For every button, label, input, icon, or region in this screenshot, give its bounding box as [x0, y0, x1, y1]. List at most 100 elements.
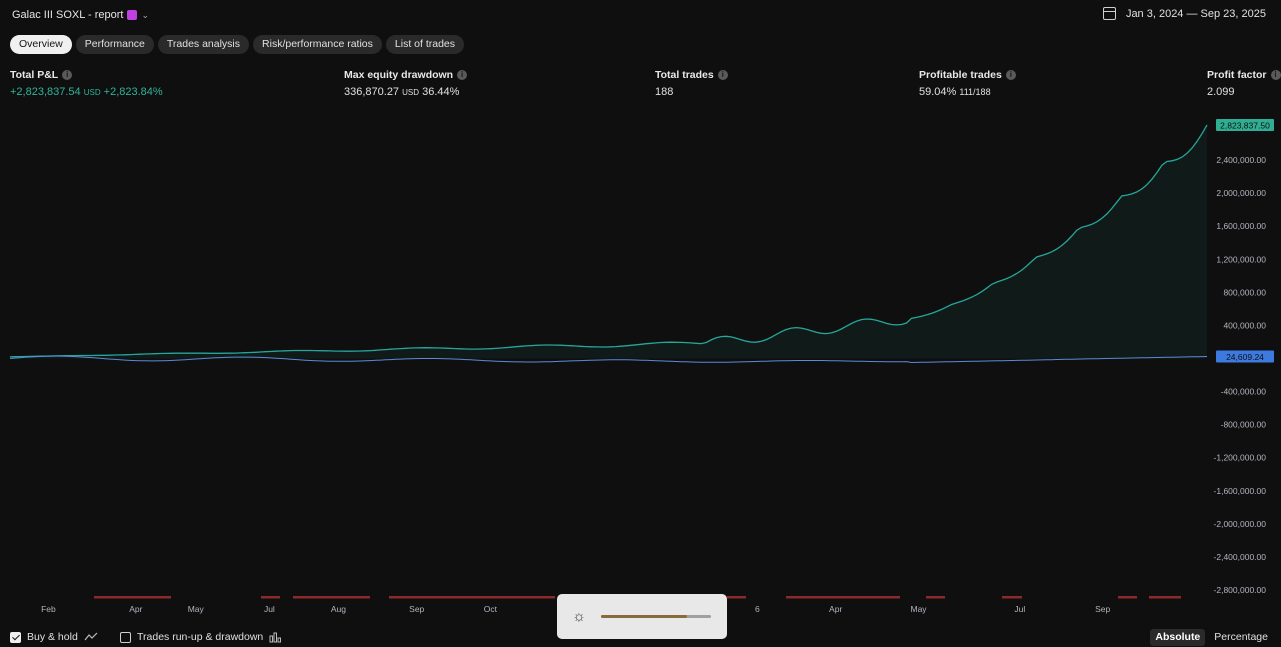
- x-tick-label: Jul: [1014, 604, 1025, 614]
- metric-label: Profit factor: [1207, 69, 1267, 81]
- y-tick-label: -1,200,000.00: [1214, 453, 1267, 463]
- tab-list-of-trades[interactable]: List of trades: [385, 35, 465, 54]
- chart-footer: Buy & hold Trades run-up & drawdown Abso…: [0, 628, 1281, 647]
- equity-chart[interactable]: 2,400,000.00 2,000,000.00 1,600,000.00 1,20…: [0, 110, 1281, 620]
- metric-value: 336,870.27 USD 36.44%: [344, 86, 467, 98]
- y-tick-label: 2,400,000.00: [1216, 155, 1266, 165]
- metric-label: Max equity drawdown: [344, 69, 454, 81]
- date-range-picker[interactable]: Jan 3, 2024 — Sep 23, 2025: [1102, 7, 1266, 20]
- brightness-slider[interactable]: [601, 615, 711, 618]
- drawdown-period-bar: [389, 596, 555, 599]
- tab-risk-performance-ratios[interactable]: Risk/performance ratios: [253, 35, 382, 54]
- metric-label: Profitable trades: [919, 69, 1002, 81]
- y-tick-label: 800,000.00: [1223, 287, 1266, 297]
- drawdown-period-bar: [727, 596, 746, 599]
- metric-value: 188: [655, 86, 674, 98]
- tab-performance[interactable]: Performance: [75, 35, 154, 54]
- drawdown-period-bar: [1002, 596, 1022, 599]
- buy-hold-label: Buy & hold: [27, 631, 78, 643]
- total-pnl-unit: USD: [83, 88, 101, 97]
- info-icon[interactable]: i: [1270, 70, 1281, 80]
- x-tick-label: Feb: [41, 604, 56, 614]
- metric-profit-factor: Profit factor i 2.099: [1207, 69, 1281, 98]
- metric-total-pnl: Total P&L i +2,823,837.54 USD +2,823.84%: [10, 69, 163, 98]
- equity-line: [9, 124, 1208, 358]
- y-tick-label: -800,000.00: [1221, 420, 1267, 430]
- drawdown-period-bar: [293, 596, 370, 599]
- y-tick-label: -2,400,000.00: [1214, 552, 1267, 562]
- equity-last-label: 2,823,837.50: [1220, 121, 1270, 131]
- x-tick-label: Apr: [129, 604, 142, 614]
- profitable-ratio: 111/188: [959, 87, 991, 97]
- value-mode-toggle: Absolute Percentage: [1150, 629, 1273, 646]
- runup-drawdown-checkbox[interactable]: [120, 631, 131, 643]
- total-pnl-value: +2,823,837.54: [10, 86, 81, 98]
- x-tick-label: May: [188, 604, 205, 614]
- date-range-text: Jan 3, 2024 — Sep 23, 2025: [1125, 7, 1266, 20]
- calendar-icon[interactable]: [1102, 7, 1116, 20]
- drawdown-period-bar: [1149, 596, 1181, 599]
- equity-last-label-bg: [1216, 119, 1274, 131]
- bar-chart-icon: [269, 632, 282, 642]
- report-tabs: Overview Performance Trades analysis Ris…: [10, 35, 465, 54]
- y-tick-label: 2,000,000.00: [1216, 188, 1266, 198]
- metric-value: +2,823,837.54 USD +2,823.84%: [10, 86, 163, 98]
- metric-profitable-trades: Profitable trades i 59.04% 111/188: [919, 69, 1016, 98]
- x-tick-label: Aug: [331, 604, 346, 614]
- report-header: Galac III SOXL - report ⌄ Jan 3, 2024 — …: [0, 0, 1281, 32]
- drawdown-period-bar: [786, 596, 900, 599]
- metric-value: 59.04% 111/188: [919, 86, 1016, 98]
- drawdown-value: 336,870.27: [344, 86, 400, 98]
- percentage-button[interactable]: Percentage: [1214, 631, 1268, 643]
- line-chart-icon: [84, 632, 98, 641]
- metric-label: Total P&L: [10, 69, 59, 81]
- drawdown-period-bar: [1118, 596, 1137, 599]
- buy-hold-checkbox[interactable]: [10, 631, 21, 643]
- drawdown-period-bar: [94, 596, 171, 599]
- info-icon[interactable]: i: [717, 70, 728, 80]
- buy-hold-line: [9, 355, 1208, 364]
- equity-area: [10, 125, 1207, 359]
- metric-label: Total trades: [655, 69, 714, 81]
- y-tick-label: -2,000,000.00: [1214, 519, 1267, 529]
- report-title-text: Galac III SOXL - report: [12, 9, 124, 21]
- drawdown-period-bar: [261, 596, 280, 599]
- metric-value: 2.099: [1207, 86, 1235, 98]
- drawdown-pct: 36.44%: [422, 86, 460, 98]
- x-tick-label: Sep: [409, 604, 424, 614]
- slider-fill: [601, 615, 687, 618]
- metric-total-trades: Total trades i 188: [655, 69, 728, 98]
- x-tick-label: 6: [755, 604, 760, 614]
- runup-drawdown-toggle[interactable]: Trades run-up & drawdown: [120, 631, 282, 643]
- absolute-button[interactable]: Absolute: [1150, 629, 1206, 646]
- chart-scrubber[interactable]: ☼: [557, 594, 727, 639]
- metric-max-drawdown: Max equity drawdown i 336,870.27 USD 36.…: [344, 69, 468, 98]
- chevron-down-icon[interactable]: ⌄: [141, 9, 150, 20]
- buy-hold-last-label-bg: [1216, 350, 1274, 363]
- buy-hold-last-label: 24,609.24: [1226, 352, 1264, 362]
- sun-icon[interactable]: ☼: [572, 608, 586, 625]
- x-tick-label: Apr: [829, 604, 842, 614]
- info-icon[interactable]: i: [457, 70, 468, 80]
- y-tick-label: -1,600,000.00: [1214, 486, 1267, 496]
- info-icon[interactable]: i: [1005, 70, 1016, 80]
- report-title[interactable]: Galac III SOXL - report ⌄: [12, 9, 149, 21]
- tab-trades-analysis[interactable]: Trades analysis: [157, 35, 250, 54]
- x-tick-label: May: [911, 604, 928, 614]
- info-icon[interactable]: i: [62, 70, 73, 80]
- x-tick-label: Sep: [1095, 604, 1110, 614]
- buy-hold-toggle[interactable]: Buy & hold: [10, 631, 98, 643]
- total-pnl-pct: +2,823.84%: [103, 86, 163, 98]
- drawdown-unit: USD: [402, 88, 420, 97]
- calendar-badge-icon: [127, 10, 138, 20]
- y-tick-label: 1,600,000.00: [1216, 221, 1266, 231]
- y-tick-label: 400,000.00: [1223, 320, 1266, 330]
- y-tick-label: -400,000.00: [1221, 387, 1267, 397]
- runup-drawdown-label: Trades run-up & drawdown: [137, 631, 264, 643]
- x-tick-label: Oct: [484, 604, 498, 614]
- tab-overview[interactable]: Overview: [10, 35, 72, 54]
- y-tick-label: 1,200,000.00: [1216, 254, 1266, 264]
- y-tick-label: -2,800,000.00: [1214, 585, 1267, 595]
- drawdown-period-bar: [926, 596, 945, 599]
- x-tick-label: Jul: [264, 604, 275, 614]
